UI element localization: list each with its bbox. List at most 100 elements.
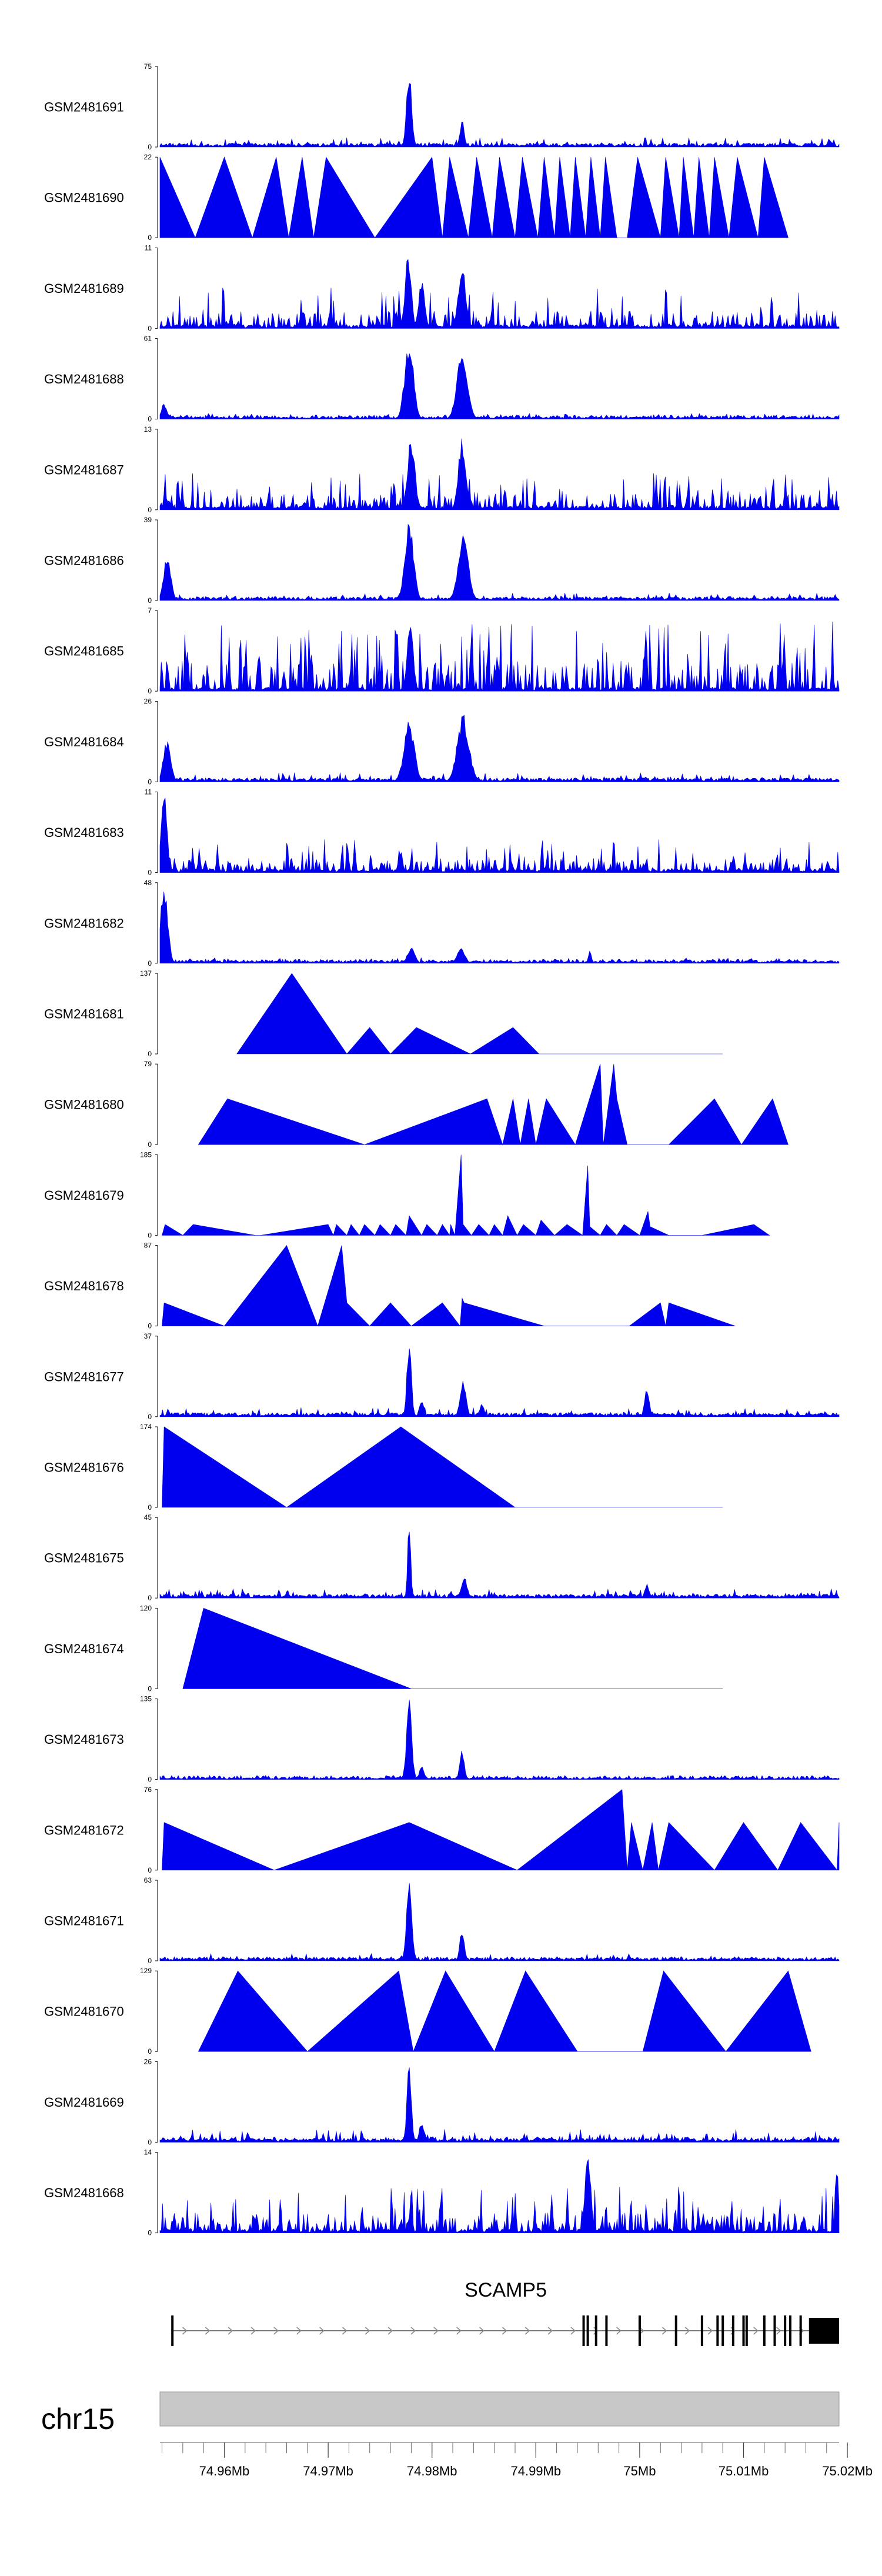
gene-exon (700, 2315, 703, 2346)
y-min-label: 0 (148, 1776, 152, 1784)
y-min-label: 0 (148, 1050, 152, 1058)
ideogram-bar (159, 2391, 840, 2427)
y-max-label: 26 (144, 2057, 152, 2066)
track-label: GSM2481690 (44, 191, 124, 205)
y-max-label: 129 (140, 1967, 152, 1975)
strand-arrow (502, 2327, 507, 2335)
track-label: GSM2481684 (44, 735, 124, 749)
track-GSM2481688: GSM2481688 61 0 (44, 335, 840, 423)
y-max-label: 11 (145, 788, 152, 796)
track-GSM2481683: GSM2481683 11 0 (44, 788, 840, 877)
y-max-label: 75 (144, 62, 152, 71)
gene-exon (789, 2315, 791, 2346)
strand-arrow (524, 2327, 530, 2335)
track-GSM2481676: GSM2481676 174 0 (44, 1423, 723, 1511)
signal-area (159, 438, 840, 510)
track-label: GSM2481673 (44, 1732, 124, 1747)
strand-arrow (433, 2327, 439, 2335)
strand-arrow (228, 2327, 233, 2335)
track-label: GSM2481685 (44, 644, 124, 659)
track-GSM2481681: GSM2481681 137 0 (44, 969, 723, 1058)
y-max-label: 63 (144, 1876, 152, 1884)
gene-exon (594, 2315, 597, 2346)
signal-area (159, 353, 840, 419)
y-min-label: 0 (148, 687, 152, 695)
signal-area (159, 1883, 840, 1961)
gene-exon-block (808, 2318, 839, 2344)
track-GSM2481684: GSM2481684 26 0 (44, 697, 840, 786)
signal-area (159, 2067, 840, 2143)
strand-arrow (205, 2327, 211, 2335)
gene-exon (605, 2315, 608, 2346)
track-label: GSM2481681 (44, 1007, 124, 1022)
signal-area (159, 259, 840, 329)
y-max-label: 37 (144, 1332, 152, 1340)
y-min-label: 0 (148, 869, 152, 877)
signal-area (162, 1154, 770, 1236)
y-min-label: 0 (148, 1866, 152, 1874)
gene-exon (742, 2315, 745, 2346)
track-GSM2481668: GSM2481668 14 0 (44, 2148, 840, 2237)
signal-area (159, 1700, 840, 1780)
signal-area (162, 1426, 723, 1508)
track-label: GSM2481689 (44, 281, 124, 296)
track-GSM2481690: GSM2481690 22 0 (44, 153, 789, 242)
y-min-label: 0 (148, 143, 152, 151)
track-GSM2481670: GSM2481670 129 0 (44, 1967, 811, 2056)
gene-exon (731, 2315, 734, 2346)
y-max-label: 87 (144, 1242, 152, 1250)
track-GSM2481686: GSM2481686 39 0 (44, 516, 840, 605)
y-min-label: 0 (148, 596, 152, 605)
track-GSM2481689: GSM2481689 11 0 (44, 243, 840, 332)
signal-area (159, 1531, 840, 1599)
y-min-label: 0 (148, 1413, 152, 1421)
signal-area (162, 1244, 736, 1327)
track-GSM2481673: GSM2481673 135 0 (44, 1695, 840, 1784)
gene-exon (745, 2315, 748, 2346)
track-GSM2481679: GSM2481679 185 0 (44, 1150, 770, 1239)
signal-area (198, 1064, 789, 1146)
y-max-label: 11 (145, 243, 152, 252)
strand-arrow (753, 2327, 759, 2335)
track-GSM2481687: GSM2481687 13 0 (44, 425, 840, 514)
track-GSM2481672: GSM2481672 76 0 (44, 1786, 840, 1874)
genomic-axis: 74.96Mb 74.97Mb 74.98Mb 74.99Mb 75Mb 75.01Mb 7… (160, 2442, 873, 2478)
y-min-label: 0 (148, 324, 152, 332)
signal-area (159, 2158, 840, 2233)
track-GSM2481677: GSM2481677 37 0 (44, 1332, 840, 1421)
track-label: GSM2481671 (44, 1914, 124, 1928)
track-label: GSM2481682 (44, 916, 124, 930)
y-min-label: 0 (148, 1594, 152, 1602)
track-label: GSM2481679 (44, 1188, 124, 1203)
track-GSM2481669: GSM2481669 26 0 (44, 2057, 840, 2146)
x-tick-label: 75.02Mb (822, 2464, 873, 2478)
track-label: GSM2481677 (44, 1369, 124, 1384)
y-max-label: 39 (144, 516, 152, 524)
gene-exon (716, 2315, 719, 2346)
y-min-label: 0 (148, 1140, 152, 1149)
y-min-label: 0 (148, 1957, 152, 1965)
signal-area (159, 798, 840, 873)
track-GSM2481691: GSM2481691 75 0 (44, 62, 840, 151)
y-max-label: 22 (144, 153, 152, 161)
y-min-label: 0 (148, 1503, 152, 1511)
strand-arrow (616, 2327, 622, 2335)
strand-arrow (410, 2327, 416, 2335)
track-label: GSM2481691 (44, 100, 124, 115)
coverage-tracks: GSM2481691750GSM2481690220GSM2481689110G… (44, 62, 840, 2237)
gene-exon (582, 2315, 585, 2346)
gene-exon (721, 2315, 724, 2346)
x-tick-label: 74.98Mb (407, 2464, 457, 2478)
track-label: GSM2481686 (44, 553, 124, 568)
strand-arrow (547, 2327, 553, 2335)
track-label: GSM2481676 (44, 1460, 124, 1475)
strand-arrow (387, 2327, 393, 2335)
y-max-label: 185 (140, 1150, 152, 1159)
y-min-label: 0 (148, 2229, 152, 2237)
track-label: GSM2481683 (44, 825, 124, 840)
y-max-label: 13 (144, 425, 152, 433)
y-min-label: 0 (148, 1231, 152, 1239)
y-min-label: 0 (148, 233, 152, 242)
y-max-label: 137 (140, 969, 152, 977)
gene-exon (674, 2315, 677, 2346)
